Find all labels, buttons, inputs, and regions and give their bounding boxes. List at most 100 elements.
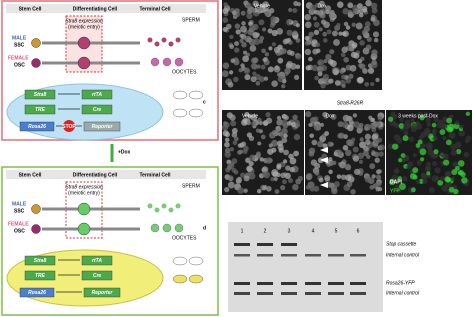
nucleus xyxy=(421,143,426,148)
nucleus xyxy=(431,128,437,134)
nucleus xyxy=(433,117,439,123)
nucleus xyxy=(222,17,229,24)
nucleus xyxy=(233,170,239,175)
nucleus xyxy=(370,122,378,130)
gene-box xyxy=(83,121,121,132)
nucleus xyxy=(450,149,458,156)
nucleus xyxy=(426,161,432,167)
nucleus xyxy=(444,176,451,183)
nucleus xyxy=(296,2,301,7)
nucleus xyxy=(288,178,294,184)
nucleus xyxy=(244,111,250,117)
nucleus xyxy=(224,187,230,193)
nucleus xyxy=(457,170,463,176)
nucleus xyxy=(258,19,265,26)
nucleus xyxy=(358,159,364,164)
gel-band xyxy=(281,254,297,257)
nucleus xyxy=(327,59,334,65)
nucleus xyxy=(444,171,451,177)
nucleus xyxy=(432,135,438,141)
nucleus xyxy=(315,42,321,48)
nucleus xyxy=(222,62,230,70)
oocyte xyxy=(174,223,184,233)
nucleus xyxy=(283,149,289,156)
nucleus xyxy=(375,181,382,188)
nucleus xyxy=(253,38,261,45)
nucleus xyxy=(243,50,248,55)
nucleus xyxy=(267,28,273,34)
gel-band xyxy=(234,243,250,246)
nucleus xyxy=(240,10,246,16)
nucleus xyxy=(305,65,311,71)
nucleus xyxy=(270,177,275,182)
gel-band xyxy=(305,292,321,295)
gel-band xyxy=(305,254,321,257)
nucleus xyxy=(362,145,369,152)
nucleus xyxy=(328,12,335,19)
nucleus xyxy=(345,149,352,157)
nucleus xyxy=(241,41,247,48)
nucleus xyxy=(409,173,417,180)
nucleus xyxy=(281,84,286,89)
terminal-cell xyxy=(175,203,181,209)
label: Terminal Cell xyxy=(139,172,171,178)
nucleus xyxy=(322,143,328,149)
nucleus xyxy=(239,33,244,38)
nucleus xyxy=(242,117,248,124)
nucleus xyxy=(286,29,293,36)
nucleus xyxy=(263,76,269,81)
nucleus xyxy=(439,176,445,182)
nucleus xyxy=(410,125,418,133)
nucleus xyxy=(257,117,262,123)
nucleus xyxy=(403,123,410,130)
nucleus xyxy=(244,35,252,43)
nucleus xyxy=(226,23,232,30)
nucleus xyxy=(276,72,281,77)
nucleus xyxy=(319,122,324,127)
gel-band xyxy=(328,254,344,257)
nucleus xyxy=(233,76,239,83)
label: Vehicle xyxy=(242,113,258,119)
nucleus xyxy=(280,185,286,191)
stem-cell xyxy=(31,58,41,68)
nucleus xyxy=(332,30,338,37)
nucleus xyxy=(371,49,378,56)
label: FEMALE xyxy=(8,55,29,61)
nucleus xyxy=(250,114,258,121)
nucleus xyxy=(273,46,281,54)
nucleus xyxy=(276,127,281,132)
nucleus xyxy=(408,136,415,143)
nucleus xyxy=(230,120,237,127)
terminal-cell xyxy=(168,41,174,47)
nucleus xyxy=(365,0,372,7)
nucleus xyxy=(327,141,333,148)
label: 6 xyxy=(357,228,360,234)
nucleus xyxy=(267,148,274,155)
nucleus xyxy=(292,183,299,191)
terminal-cell xyxy=(161,37,167,43)
nucleus xyxy=(443,159,450,166)
nucleus xyxy=(355,22,363,30)
nucleus xyxy=(338,31,343,36)
label: Differentiating Cell xyxy=(73,172,118,178)
nucleus xyxy=(281,137,288,144)
nucleus xyxy=(363,25,370,33)
nucleus xyxy=(249,154,256,161)
nucleus xyxy=(309,4,317,12)
nucleus xyxy=(342,145,349,151)
nucleus xyxy=(283,133,288,138)
nucleus xyxy=(246,165,253,172)
nucleus xyxy=(221,70,229,78)
gel-band xyxy=(257,292,273,295)
nucleus xyxy=(262,57,267,62)
label: DAPI xyxy=(390,179,403,185)
nucleus xyxy=(235,29,241,35)
nucleus xyxy=(293,150,299,157)
nucleus xyxy=(343,57,349,63)
nucleus xyxy=(364,21,371,28)
nucleus xyxy=(323,21,330,29)
oocyte xyxy=(162,57,172,67)
nucleus xyxy=(369,163,376,170)
nucleus xyxy=(341,46,348,53)
gene-box xyxy=(24,89,56,100)
